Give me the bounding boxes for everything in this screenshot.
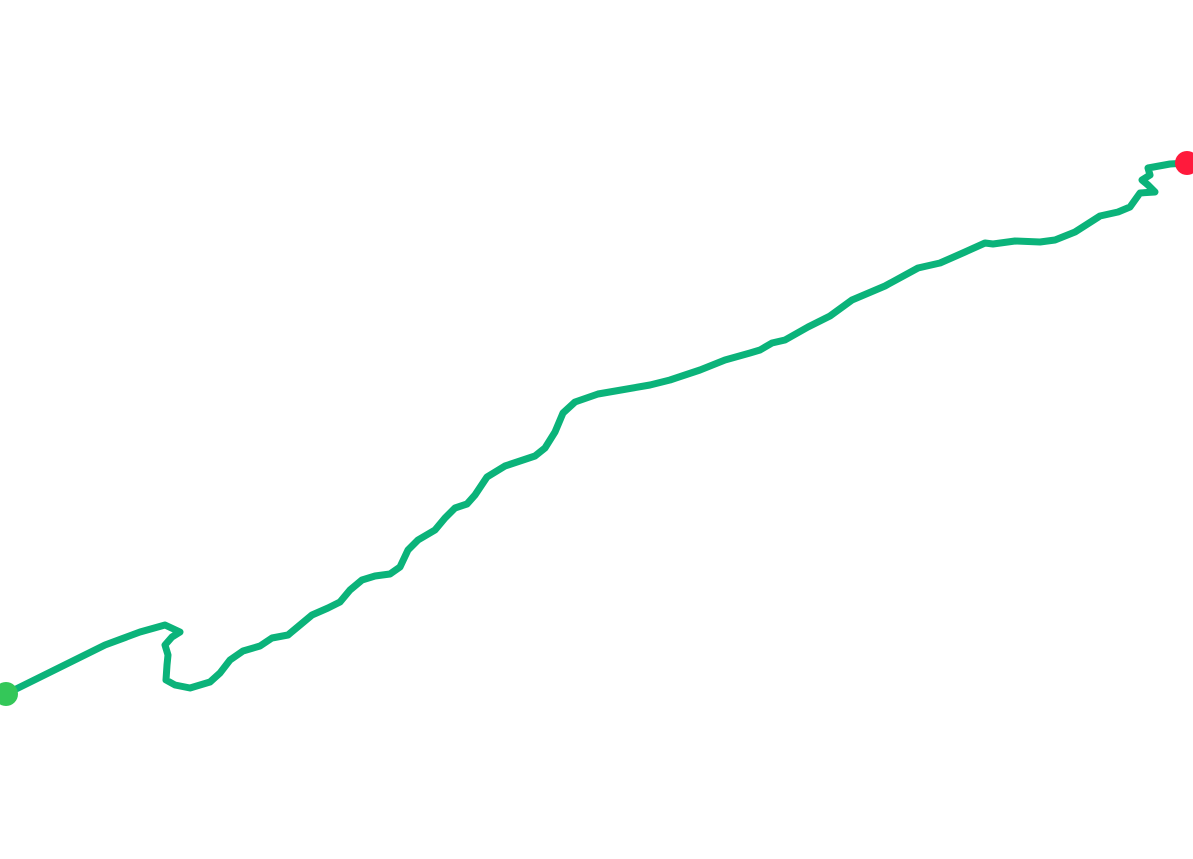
route-line xyxy=(2,159,1191,698)
end-marker xyxy=(1175,151,1193,175)
start-marker xyxy=(0,682,18,706)
